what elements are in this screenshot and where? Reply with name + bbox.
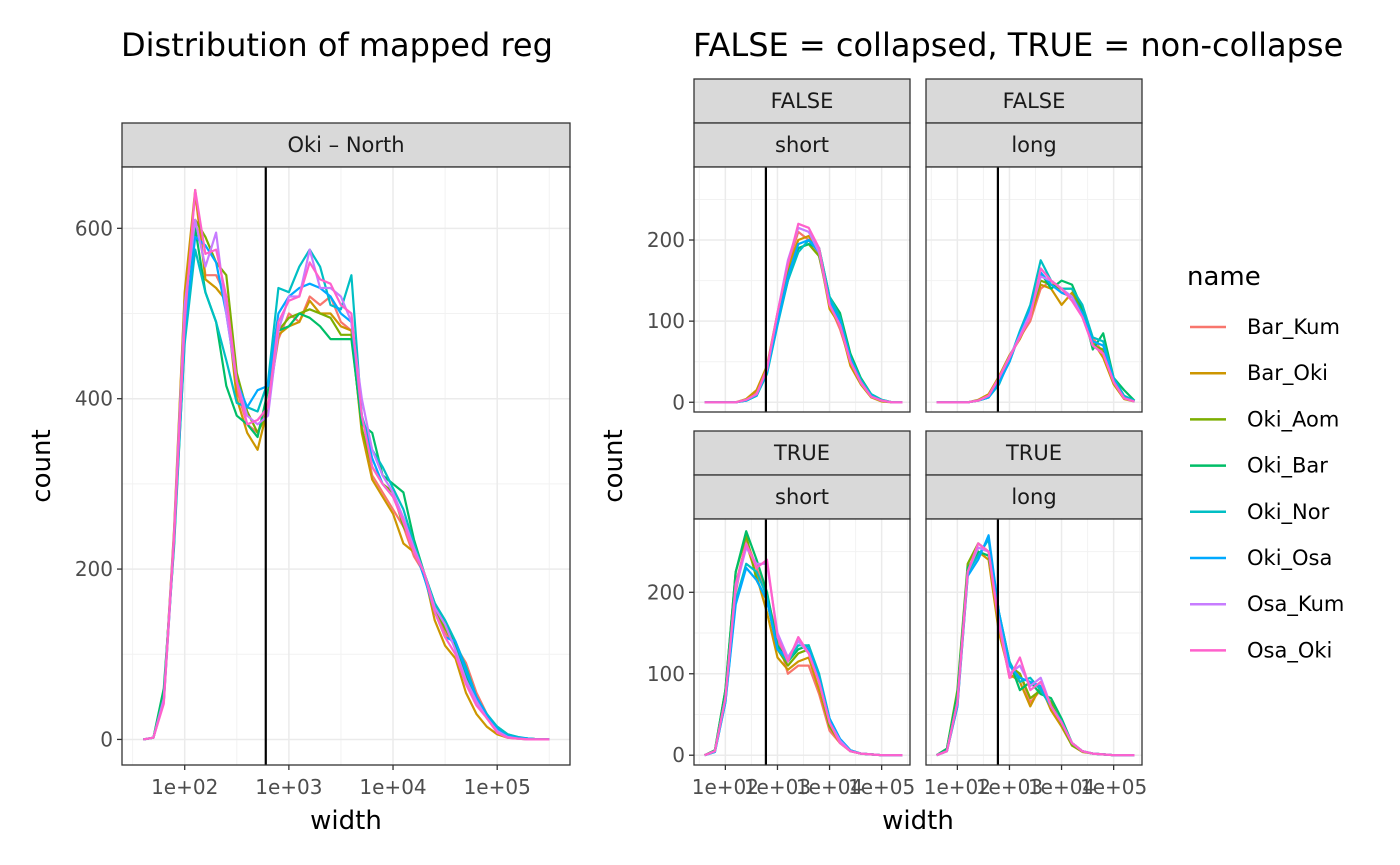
y-tick-label: 400 — [75, 387, 113, 411]
facet-strip-label: TRUE — [773, 441, 830, 465]
facet-strip — [925, 430, 1143, 476]
series-line — [936, 267, 1135, 404]
y-tick-label: 200 — [647, 228, 685, 252]
facet-panel: Oki – North 0 200 400 600 1e+02 1e+03 1e+04 1e+0… — [75, 122, 571, 799]
panel-border — [693, 166, 911, 413]
plot-title: Distribution of mapped reg — [121, 26, 553, 64]
x-axis-title: width — [310, 806, 382, 836]
y-tick-label: 100 — [647, 309, 685, 333]
panel-border — [925, 166, 1143, 413]
y-tick-label: 200 — [75, 557, 113, 581]
x-tick-label: 1e+02 — [151, 775, 218, 799]
chart-right: FALSE = collapsed, TRUE = non-collapse FA… — [599, 26, 1343, 836]
y-tick-label: 0 — [100, 727, 113, 751]
facet-strip — [925, 474, 1143, 520]
legend-label: Osa_Oki — [1247, 638, 1332, 663]
panel-background — [926, 519, 1142, 765]
legend-label: Oki_Bar — [1247, 454, 1328, 479]
facet-panel: FALSE long — [925, 78, 1143, 413]
legend-title: name — [1187, 262, 1261, 292]
chart-left: Distribution of mapped reg Oki – North 0 20… — [27, 26, 571, 836]
x-tick-label: 1e+03 — [976, 775, 1043, 799]
x-tick-label: 1e+03 — [744, 775, 811, 799]
series-line — [143, 188, 550, 741]
panel-background — [694, 167, 910, 412]
y-tick-label: 600 — [75, 216, 113, 240]
y-tick-label: 100 — [647, 662, 685, 686]
facet-strip — [693, 430, 911, 476]
facet-strip — [925, 122, 1143, 168]
x-tick-label: 1e+04 — [796, 775, 863, 799]
facet-strip-label: FALSE — [771, 89, 834, 113]
series-line — [143, 193, 550, 741]
facet-strip — [693, 122, 911, 168]
facet-strip-label: short — [775, 133, 829, 157]
series-line — [936, 542, 1135, 757]
x-tick-label: 1e+03 — [255, 775, 322, 799]
legend-label: Oki_Aom — [1247, 407, 1339, 432]
x-axis-title: width — [882, 806, 954, 836]
facet-strip — [693, 474, 911, 520]
series-line — [143, 188, 550, 741]
series-line — [704, 222, 903, 404]
y-tick-label: 200 — [647, 580, 685, 604]
x-tick-label: 1e+05 — [1080, 775, 1147, 799]
legend-label: Osa_Kum — [1247, 592, 1344, 617]
panel-background — [122, 167, 570, 765]
panel-border — [121, 166, 571, 766]
y-axis-title: count — [599, 429, 629, 502]
x-tick-label: 1e+05 — [848, 775, 915, 799]
facet-strip-label: long — [1011, 133, 1056, 157]
y-axis-title: count — [27, 429, 57, 502]
facet-strip — [121, 122, 571, 168]
y-tick-label: 0 — [672, 743, 685, 767]
facet-strip-label: Oki – North — [287, 133, 404, 157]
panel-border — [925, 518, 1143, 766]
facet-strip — [925, 78, 1143, 124]
x-tick-label: 1e+04 — [1028, 775, 1095, 799]
legend-label: Oki_Nor — [1247, 500, 1330, 525]
x-tick-label: 1e+04 — [359, 775, 426, 799]
x-tick-label: 1e+02 — [924, 775, 991, 799]
x-tick-label: 1e+05 — [464, 775, 531, 799]
plot-title: FALSE = collapsed, TRUE = non-collapse — [693, 26, 1343, 64]
x-tick-label: 1e+02 — [692, 775, 759, 799]
legend: name Bar_Kum Bar_Oki Oki_Aom Oki_Bar Oki_Nor… — [1187, 262, 1344, 663]
series-line — [704, 542, 903, 757]
series-line — [143, 235, 550, 741]
facet-strip-label: TRUE — [1005, 441, 1062, 465]
facet-strip-label: FALSE — [1003, 89, 1066, 113]
facet-strip-label: short — [775, 485, 829, 509]
legend-label: Oki_Osa — [1247, 546, 1332, 571]
panel-border — [693, 518, 911, 766]
legend-label: Bar_Oki — [1247, 361, 1328, 386]
facet-strip-label: long — [1011, 485, 1056, 509]
y-tick-label: 0 — [672, 390, 685, 414]
facet-panel: FALSE short 0 100 200 — [647, 78, 911, 414]
legend-label: Bar_Kum — [1247, 315, 1340, 340]
